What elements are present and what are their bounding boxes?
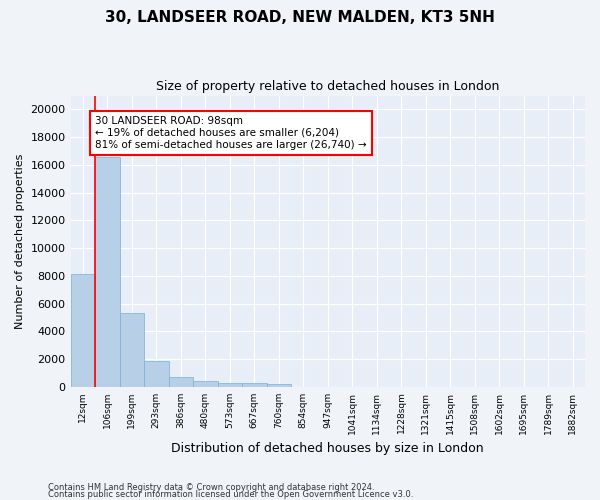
Bar [119,313,144,386]
Bar [169,377,193,386]
Text: Contains HM Land Registry data © Crown copyright and database right 2024.: Contains HM Land Registry data © Crown c… [48,484,374,492]
X-axis label: Distribution of detached houses by size in London: Distribution of detached houses by size … [172,442,484,455]
Bar [218,383,242,386]
Bar [144,361,169,386]
Text: Contains public sector information licensed under the Open Government Licence v3: Contains public sector information licen… [48,490,413,499]
Text: 30, LANDSEER ROAD, NEW MALDEN, KT3 5NH: 30, LANDSEER ROAD, NEW MALDEN, KT3 5NH [105,10,495,25]
Bar [95,156,119,386]
Title: Size of property relative to detached houses in London: Size of property relative to detached ho… [156,80,499,93]
Bar [193,382,218,386]
Bar [242,384,266,386]
Y-axis label: Number of detached properties: Number of detached properties [15,154,25,329]
Bar [71,274,95,386]
Text: 30 LANDSEER ROAD: 98sqm
← 19% of detached houses are smaller (6,204)
81% of semi: 30 LANDSEER ROAD: 98sqm ← 19% of detache… [95,116,367,150]
Bar [266,384,291,386]
